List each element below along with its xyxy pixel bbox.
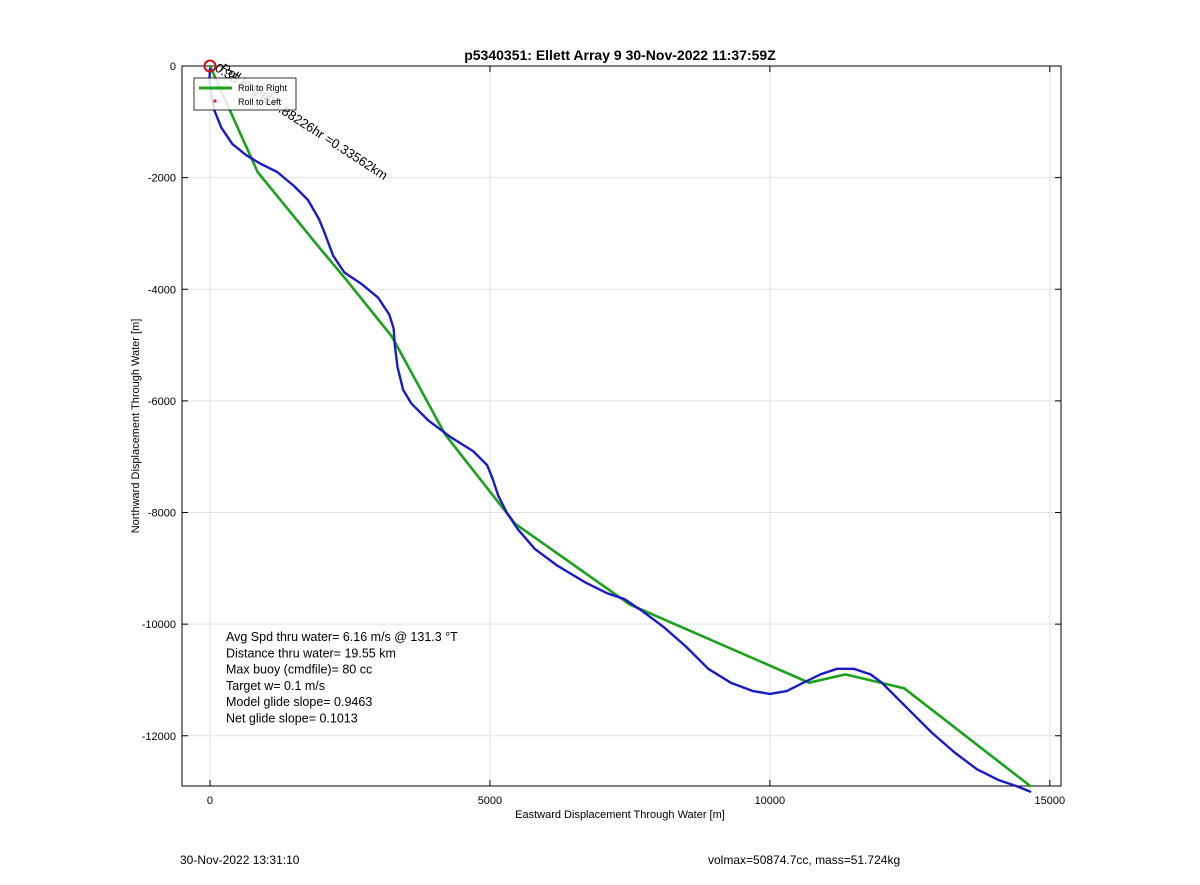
legend-label-roll-left: Roll to Left <box>238 97 282 107</box>
chart-title: p5340351: Ellett Array 9 30-Nov-2022 11:… <box>464 47 776 63</box>
series-line-blue <box>208 67 1032 793</box>
legend: Roll to Right Roll to Left <box>193 77 297 111</box>
stats-line: Target w= 0.1 m/s <box>226 679 325 693</box>
x-tick-label: 5000 <box>478 795 502 807</box>
x-axis-label: Eastward Displacement Through Water [m] <box>515 809 725 821</box>
y-tick-label: -12000 <box>142 731 176 743</box>
legend-box <box>193 77 297 111</box>
y-axis-label: Northward Displacement Through Water [m] <box>130 319 142 534</box>
y-tick-label: -8000 <box>148 508 176 520</box>
y-tick-label: -10000 <box>142 619 176 631</box>
stats-block: Avg Spd thru water= 6.16 m/s @ 131.3 °T D… <box>226 630 458 726</box>
x-tick-label: 0 <box>207 795 213 807</box>
footer-timestamp: 30-Nov-2022 13:31:10 <box>180 853 300 867</box>
x-tick-label: 15000 <box>1035 795 1066 807</box>
stats-line: Net glide slope= 0.1013 <box>226 712 358 726</box>
legend-label-roll-right: Roll to Right <box>238 83 288 93</box>
series <box>208 64 1032 793</box>
stats-line: Distance thru water= 19.55 km <box>226 646 396 660</box>
axis-ticks: 0 5000 10000 15000 0 -2000 -4000 -6000 -8000 -100… <box>142 61 1065 807</box>
legend-swatch-roll-left <box>213 99 217 103</box>
start-marker <box>203 59 217 73</box>
series-line-green <box>208 64 1032 788</box>
footer-volmax-mass: volmax=50874.7cc, mass=51.724kg <box>708 853 901 867</box>
y-tick-label: -2000 <box>148 173 176 185</box>
y-tick-label: 0 <box>170 61 176 73</box>
stats-line: Avg Spd thru water= 6.16 m/s @ 131.3 °T <box>226 630 458 644</box>
plot-frame <box>181 65 1062 787</box>
stats-line: Model glide slope= 0.9463 <box>226 695 372 709</box>
y-tick-label: -4000 <box>148 284 176 296</box>
y-tick-label: -6000 <box>148 396 176 408</box>
start-marker-group <box>203 59 217 73</box>
stats-line: Max buoy (cmdfile)= 80 cc <box>226 663 372 677</box>
x-tick-label: 10000 <box>755 795 786 807</box>
